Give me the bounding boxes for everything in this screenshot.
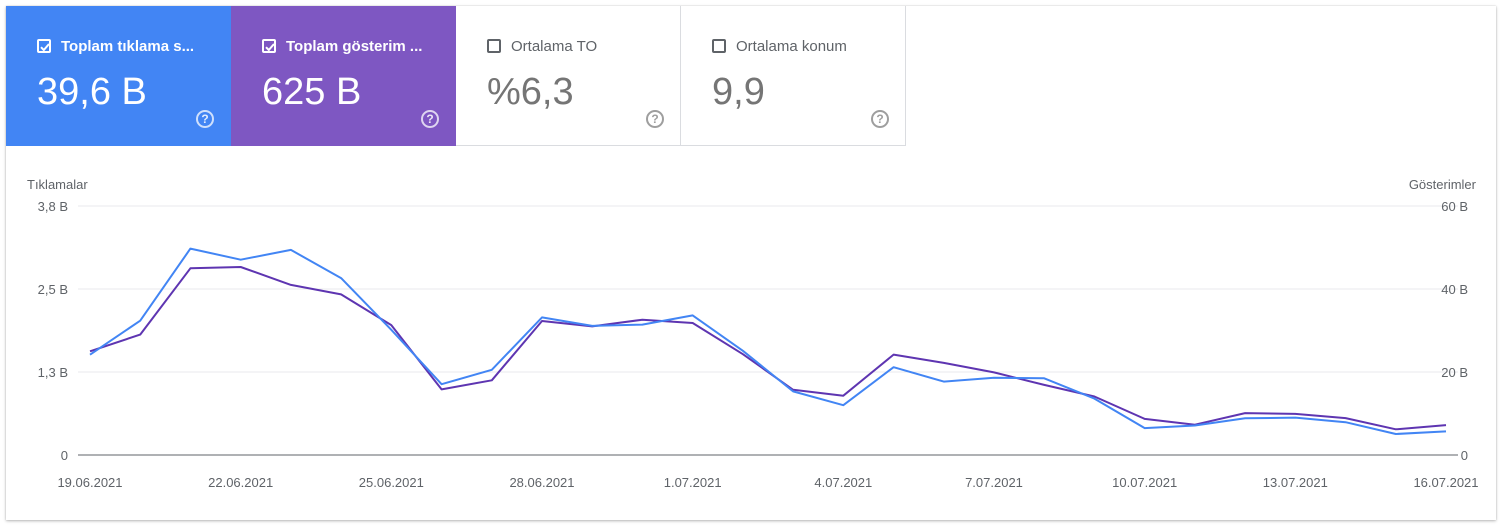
average-position-value: 9,9 <box>712 71 765 113</box>
average-position-card[interactable]: Ortalama konum 9,9 ? <box>681 6 906 146</box>
performance-panel: Toplam tıklama s... 39,6 B ? Toplam göst… <box>6 6 1496 520</box>
x-tick-label: 25.06.2021 <box>359 475 424 490</box>
total-impressions-value: 625 B <box>262 71 362 113</box>
checkbox-unchecked-icon[interactable] <box>712 39 726 53</box>
checkbox-checked-icon[interactable] <box>262 39 276 53</box>
performance-chart: Tıklamalar Gösterimler 3,8 B 60 B 2,5 B 40 … <box>27 177 1479 490</box>
checkbox-unchecked-icon[interactable] <box>487 39 501 53</box>
help-icon[interactable]: ? <box>871 110 889 128</box>
right-axis-title: Gösterimler <box>1409 177 1477 192</box>
x-tick-label: 4.07.2021 <box>814 475 872 490</box>
average-ctr-value: %6,3 <box>487 71 574 113</box>
left-axis-title: Tıklamalar <box>27 177 88 192</box>
x-tick-label: 28.06.2021 <box>509 475 574 490</box>
impressions-series-line <box>89 266 1447 431</box>
chart-ticks: 3,8 B 60 B 2,5 B 40 B 1,3 B 20 B 0 0 19.06.2021 2… <box>38 199 1479 490</box>
x-tick-label: 10.07.2021 <box>1112 475 1177 490</box>
chart-lines <box>89 247 1447 435</box>
total-impressions-card[interactable]: Toplam gösterim ... 625 B ? <box>231 6 456 146</box>
right-tick-label: 60 B <box>1441 199 1468 214</box>
total-clicks-value: 39,6 B <box>37 71 147 113</box>
left-tick-label: 0 <box>61 448 68 463</box>
average-ctr-card[interactable]: Ortalama TO %6,3 ? <box>456 6 681 146</box>
checkbox-checked-icon[interactable] <box>37 39 51 53</box>
x-tick-label: 22.06.2021 <box>208 475 273 490</box>
right-tick-label: 40 B <box>1441 282 1468 297</box>
left-tick-label: 1,3 B <box>38 365 68 380</box>
x-tick-label: 19.06.2021 <box>57 475 122 490</box>
right-tick-label: 0 <box>1461 448 1468 463</box>
total-clicks-card[interactable]: Toplam tıklama s... 39,6 B ? <box>6 6 231 146</box>
left-tick-label: 3,8 B <box>38 199 68 214</box>
left-tick-label: 2,5 B <box>38 282 68 297</box>
help-icon[interactable]: ? <box>421 110 439 128</box>
help-icon[interactable]: ? <box>646 110 664 128</box>
x-tick-label: 13.07.2021 <box>1263 475 1328 490</box>
x-tick-label: 1.07.2021 <box>664 475 722 490</box>
x-tick-label: 7.07.2021 <box>965 475 1023 490</box>
help-icon[interactable]: ? <box>196 110 214 128</box>
clicks-series-line <box>89 247 1447 435</box>
x-tick-label: 16.07.2021 <box>1413 475 1478 490</box>
right-tick-label: 20 B <box>1441 365 1468 380</box>
metric-cards: Toplam tıklama s... 39,6 B ? Toplam göst… <box>6 6 906 146</box>
